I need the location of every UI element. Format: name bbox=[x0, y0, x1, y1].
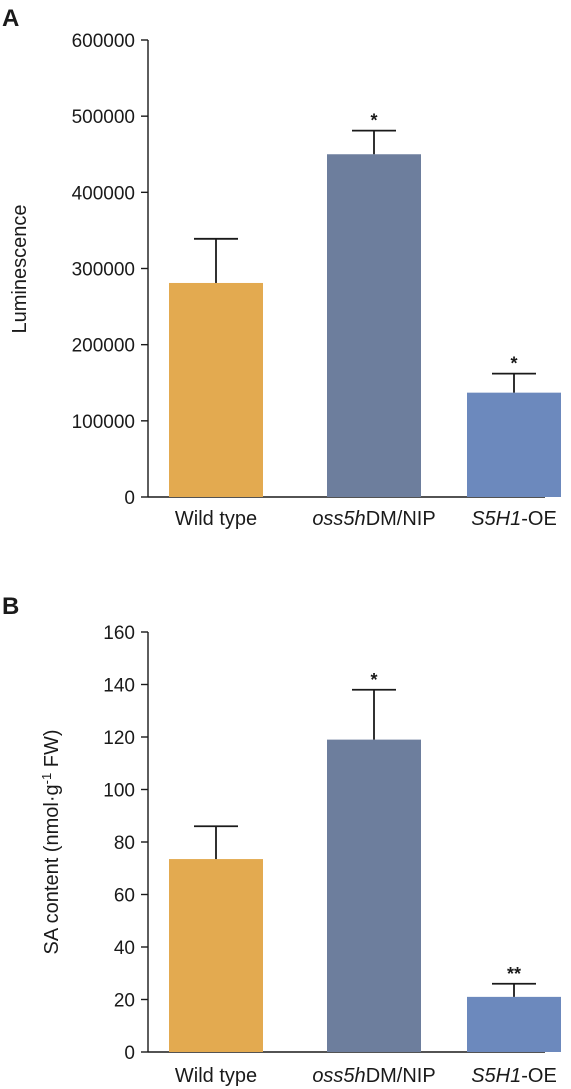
panel-letter: B bbox=[2, 593, 19, 620]
y-tick-label: 500000 bbox=[72, 107, 135, 128]
significance-label: * bbox=[370, 111, 377, 131]
y-tick-label: 200000 bbox=[72, 336, 135, 357]
category-label: S5H1-OE bbox=[471, 1065, 557, 1087]
y-tick-label: 40 bbox=[114, 938, 135, 959]
y-tick-label: 160 bbox=[103, 623, 135, 644]
y-tick-label: 400000 bbox=[72, 183, 135, 204]
y-tick-label: 0 bbox=[124, 1043, 135, 1064]
significance-label: * bbox=[370, 670, 377, 690]
category-label: oss5hDM/NIP bbox=[312, 1065, 435, 1087]
chart-panel-b: B 0 20 40 60 80 100 120 140 160 SA content (nmol·g… bbox=[2, 593, 561, 1087]
category-label: Wild type bbox=[175, 1065, 257, 1087]
y-tick-label: 80 bbox=[114, 833, 135, 854]
y-axis-title: Luminescence bbox=[9, 205, 31, 334]
bar bbox=[327, 154, 421, 497]
bar bbox=[169, 282, 263, 497]
y-tick-label: 0 bbox=[124, 488, 135, 509]
y-axis-title: SA content (nmol·g-1 FW) bbox=[39, 730, 63, 955]
bar bbox=[467, 392, 561, 497]
y-tick-label: 300000 bbox=[72, 260, 135, 281]
bar bbox=[169, 859, 263, 1052]
chart-panel-a: A 0 100000 200000 300000 400000 500000 600000 Lu… bbox=[2, 5, 561, 530]
significance-label: ** bbox=[507, 964, 521, 984]
y-tick-label: 600000 bbox=[72, 31, 135, 52]
y-tick-label: 60 bbox=[114, 886, 135, 907]
category-label: Wild type bbox=[175, 508, 257, 530]
y-tick-label: 100 bbox=[103, 781, 135, 802]
y-tick-label: 20 bbox=[114, 991, 135, 1012]
significance-label: * bbox=[510, 354, 517, 374]
bar bbox=[467, 996, 561, 1052]
panel-letter: A bbox=[2, 5, 19, 32]
category-label: oss5hDM/NIP bbox=[312, 508, 435, 530]
y-tick-label: 120 bbox=[103, 728, 135, 749]
category-label: S5H1-OE bbox=[471, 508, 557, 530]
y-tick-label: 100000 bbox=[72, 412, 135, 433]
y-tick-label: 140 bbox=[103, 676, 135, 697]
bar bbox=[327, 739, 421, 1052]
